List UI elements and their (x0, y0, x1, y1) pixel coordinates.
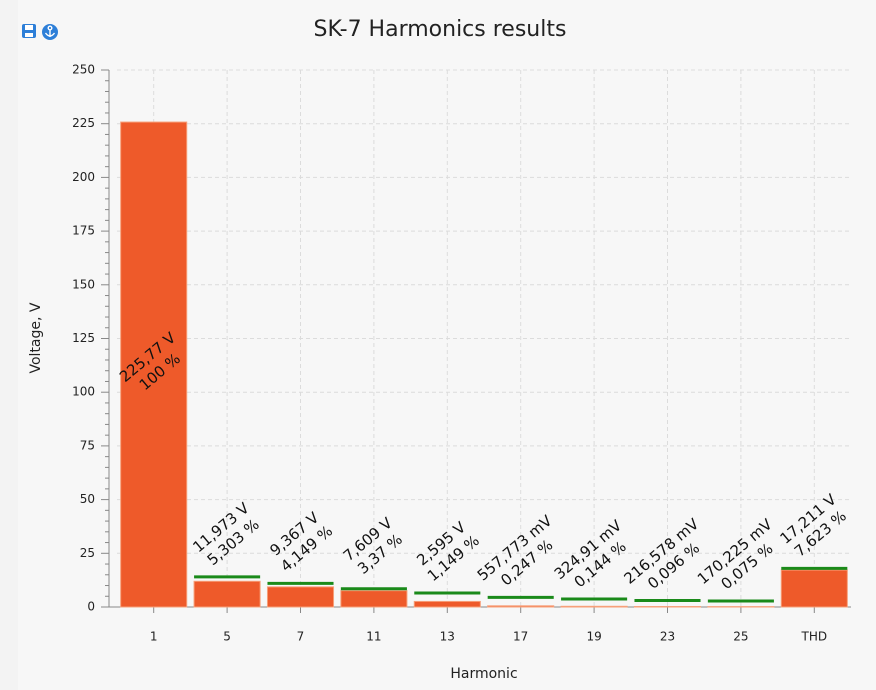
x-tick-label: 11 (366, 630, 381, 644)
bar (266, 586, 335, 608)
x-tick-label: 7 (297, 630, 305, 644)
save-icon[interactable] (22, 24, 36, 38)
bar (780, 569, 848, 608)
y-tick-label: 125 (72, 331, 95, 345)
x-tick-label: THD (801, 630, 828, 644)
x-tick-label: 13 (440, 630, 455, 644)
anchor-icon[interactable] (42, 24, 58, 40)
y-tick-label: 200 (72, 170, 95, 184)
x-tick-label: 5 (223, 630, 231, 644)
x-tick-label: 1 (150, 630, 158, 644)
chart-title: SK-7 Harmonics results (314, 17, 567, 42)
y-tick-label: 175 (72, 224, 95, 238)
y-tick-label: 150 (72, 277, 95, 291)
bar (413, 600, 481, 608)
bar (120, 121, 188, 608)
y-axis-title: Voltage, V (28, 302, 44, 373)
x-tick-label: 19 (586, 630, 601, 644)
bar (193, 580, 261, 608)
y-tick-label: 50 (80, 492, 95, 506)
bar (487, 605, 555, 608)
x-tick-label: 23 (660, 630, 675, 644)
y-tick-label: 225 (72, 116, 95, 130)
bar (560, 605, 628, 608)
x-axis-title: Harmonic (450, 666, 517, 682)
y-tick-label: 25 (80, 546, 95, 560)
x-tick-label: 17 (513, 630, 528, 644)
x-tick-label: 25 (733, 630, 748, 644)
y-tick-label: 0 (87, 600, 95, 614)
y-tick-label: 75 (80, 438, 95, 452)
y-tick-label: 100 (72, 385, 95, 399)
bar (340, 590, 408, 608)
y-tick-label: 250 (72, 63, 95, 77)
